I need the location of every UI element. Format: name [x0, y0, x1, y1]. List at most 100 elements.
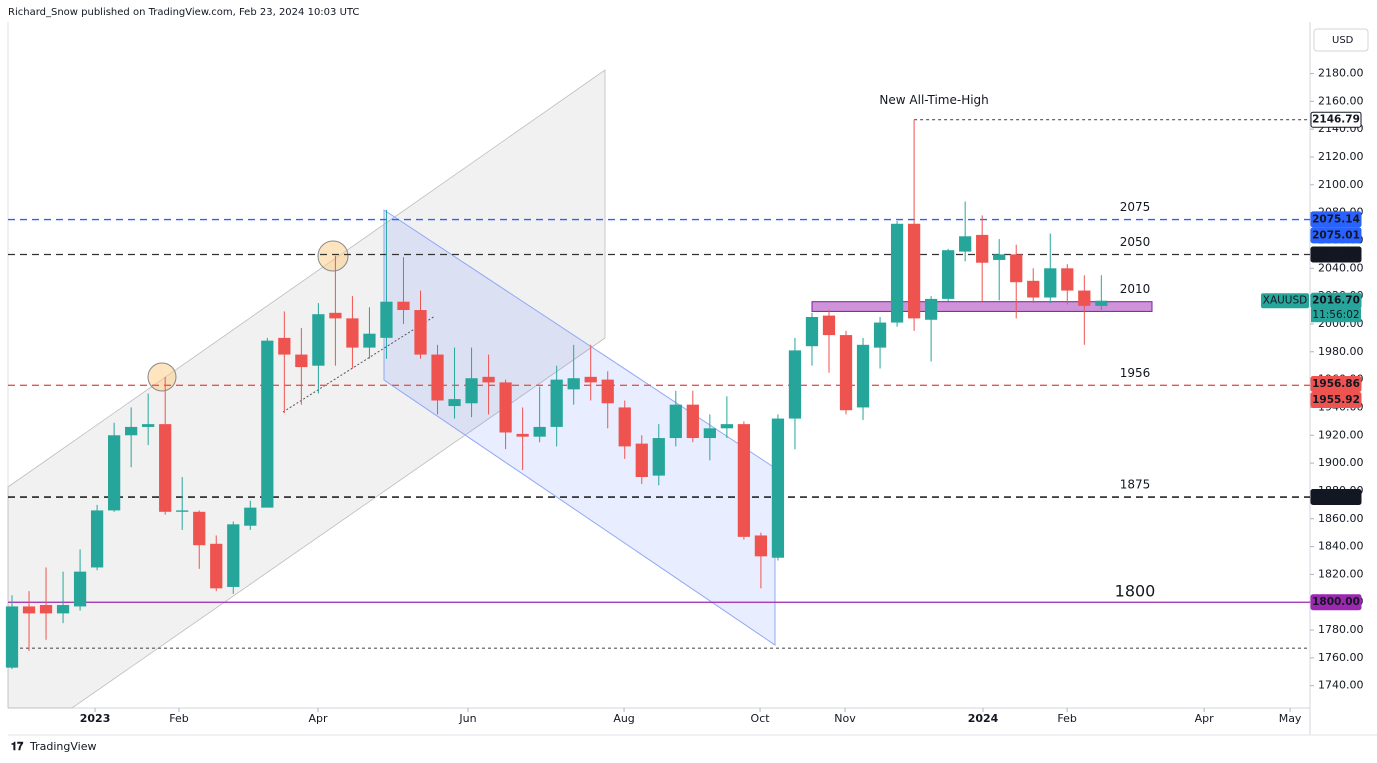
candle-body: [39, 605, 53, 614]
candle-body: [993, 254, 1006, 260]
candle-body: [125, 426, 138, 436]
candle-body: [227, 524, 240, 587]
price-tag-label: 2016.70: [1312, 295, 1360, 307]
candle-body: [635, 443, 648, 478]
y-tick-label: 1820.00: [1318, 567, 1364, 580]
countdown: 11:56:02: [1312, 309, 1359, 321]
candle-body: [380, 301, 393, 338]
candle-body: [1044, 268, 1057, 298]
candle-body: [533, 426, 546, 437]
x-tick-label: Apr: [309, 712, 329, 725]
x-tick-label: Jun: [458, 712, 476, 725]
y-tick-label: 1860.00: [1318, 512, 1364, 525]
y-tick-label: 1920.00: [1318, 428, 1364, 441]
candle-body: [397, 301, 410, 311]
candle-body: [363, 333, 376, 348]
candle-body: [737, 424, 751, 537]
y-tick-label: 2100.00: [1318, 178, 1364, 191]
candle-body: [1061, 268, 1074, 291]
candle-body: [22, 606, 36, 614]
candle-body: [924, 298, 938, 320]
candle-body: [278, 337, 291, 355]
candle-body: [805, 316, 819, 347]
x-tick-label: Apr: [1195, 712, 1215, 725]
currency-button[interactable]: [1313, 28, 1369, 52]
candle-body: [448, 399, 461, 407]
zone-label: 2010: [1120, 282, 1151, 296]
level-label: 1875: [1120, 478, 1151, 492]
candle-body: [567, 378, 580, 390]
candle-body: [703, 428, 716, 439]
y-tick-label: 1780.00: [1318, 623, 1364, 636]
candle-body: [431, 354, 444, 401]
candle-body: [159, 424, 172, 512]
candle-body: [1078, 290, 1091, 306]
candle-body: [1010, 254, 1023, 283]
price-tag-label: 1875.61: [1312, 491, 1360, 503]
level-label: 1956: [1120, 366, 1151, 380]
candle-body: [754, 535, 768, 557]
price-tag: [1310, 211, 1362, 228]
price-tag: [1310, 246, 1362, 263]
price-tag-label: 1800.00: [1312, 596, 1360, 608]
price-tag-label: 2146.79: [1312, 114, 1360, 126]
candle-body: [465, 378, 478, 404]
price-tag-label: 1955.92: [1312, 394, 1360, 406]
level-label: 2050: [1120, 235, 1151, 249]
candle-body: [516, 433, 529, 437]
candle-body: [601, 379, 614, 404]
candle-body: [686, 404, 699, 439]
candle-body: [210, 543, 223, 589]
symbol: XAUUSD: [1263, 295, 1308, 307]
candle-body: [176, 510, 189, 512]
candle-body: [73, 571, 87, 607]
candle-body: [856, 344, 870, 408]
candle-body: [193, 511, 206, 546]
x-tick-label: Nov: [834, 712, 856, 725]
candle-body: [499, 382, 512, 433]
candle-body: [329, 312, 342, 319]
countdown-tag: [1311, 308, 1361, 323]
footer: TradingView: [29, 740, 96, 753]
rising-channel: [7, 69, 606, 709]
currency[interactable]: USD: [1332, 35, 1354, 46]
y-tick-label: 1900.00: [1318, 456, 1364, 469]
candle-body: [976, 234, 989, 263]
x-tick-label: Feb: [169, 712, 188, 725]
candle-body: [56, 605, 70, 614]
y-tick-label: 2180.00: [1318, 66, 1364, 79]
candle-body: [414, 310, 427, 355]
candle-body: [771, 418, 785, 558]
y-tick-label: 1760.00: [1318, 651, 1364, 664]
y-tick-label: 2040.00: [1318, 261, 1364, 274]
candle-body: [942, 250, 955, 299]
candle-body: [839, 335, 853, 411]
candle-body: [959, 236, 972, 252]
candle-body: [584, 376, 597, 383]
y-tick-label: 1840.00: [1318, 540, 1364, 553]
header: Richard_Snow published on TradingView.co…: [8, 7, 359, 18]
candle-body: [873, 322, 887, 348]
price-tag-label: 2075.14: [1312, 213, 1360, 225]
candle-body: [822, 315, 836, 336]
highlight-circle: [317, 240, 349, 272]
x-tick-label: 2023: [80, 712, 111, 725]
x-tick-label: May: [1279, 712, 1302, 725]
price-tag: [1310, 227, 1362, 244]
x-tick-label: 2024: [968, 712, 999, 725]
level-label: 1800: [1115, 582, 1156, 601]
trendline: [282, 315, 436, 413]
price-tag: [1310, 375, 1362, 392]
candle-body: [890, 223, 904, 323]
x-tick-label: Feb: [1057, 712, 1076, 725]
candle-body: [5, 606, 19, 668]
annotation: New All-Time-High: [879, 93, 988, 107]
price-tag-label: 2049.90: [1312, 249, 1360, 261]
candle-body: [788, 350, 802, 419]
candle-body: [652, 438, 665, 476]
price-tag-label: 2075.01: [1312, 229, 1360, 241]
y-tick-label: 1980.00: [1318, 345, 1364, 358]
y-tick-label: 2120.00: [1318, 150, 1364, 163]
